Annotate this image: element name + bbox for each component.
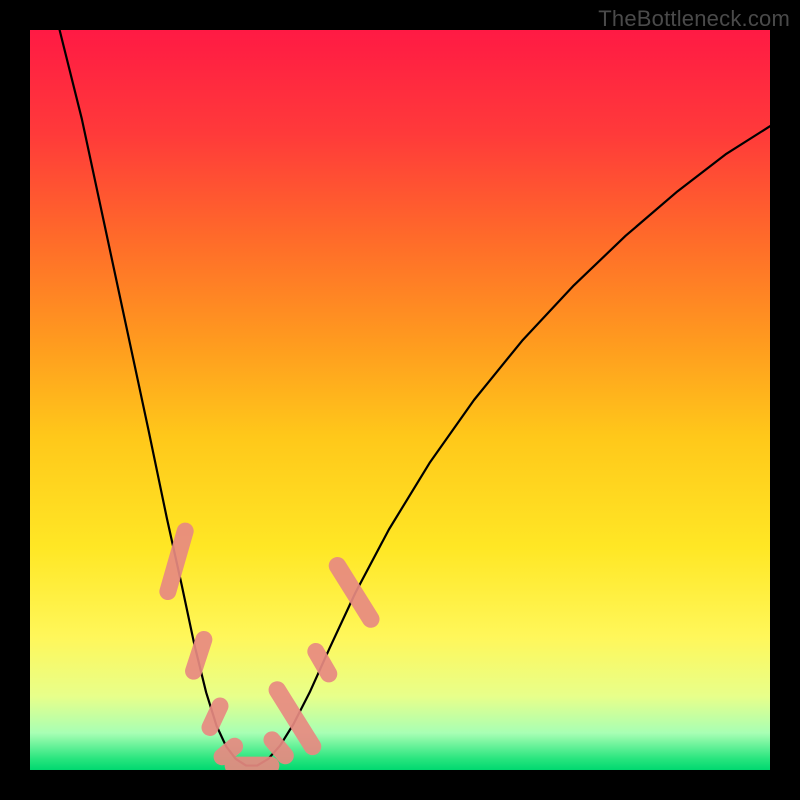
- curve-marker: [168, 531, 185, 591]
- curve-marker: [272, 740, 285, 756]
- curve-marker: [210, 706, 220, 727]
- curve-marker: [316, 651, 329, 673]
- curve-marker: [222, 746, 234, 756]
- outer-frame: TheBottleneck.com: [0, 0, 800, 800]
- plot-area: [30, 30, 770, 770]
- bottleneck-curve: [60, 30, 770, 766]
- curve-layer: [30, 30, 770, 770]
- curve-marker: [194, 639, 204, 671]
- watermark-text: TheBottleneck.com: [598, 6, 790, 32]
- marker-group: [168, 531, 371, 765]
